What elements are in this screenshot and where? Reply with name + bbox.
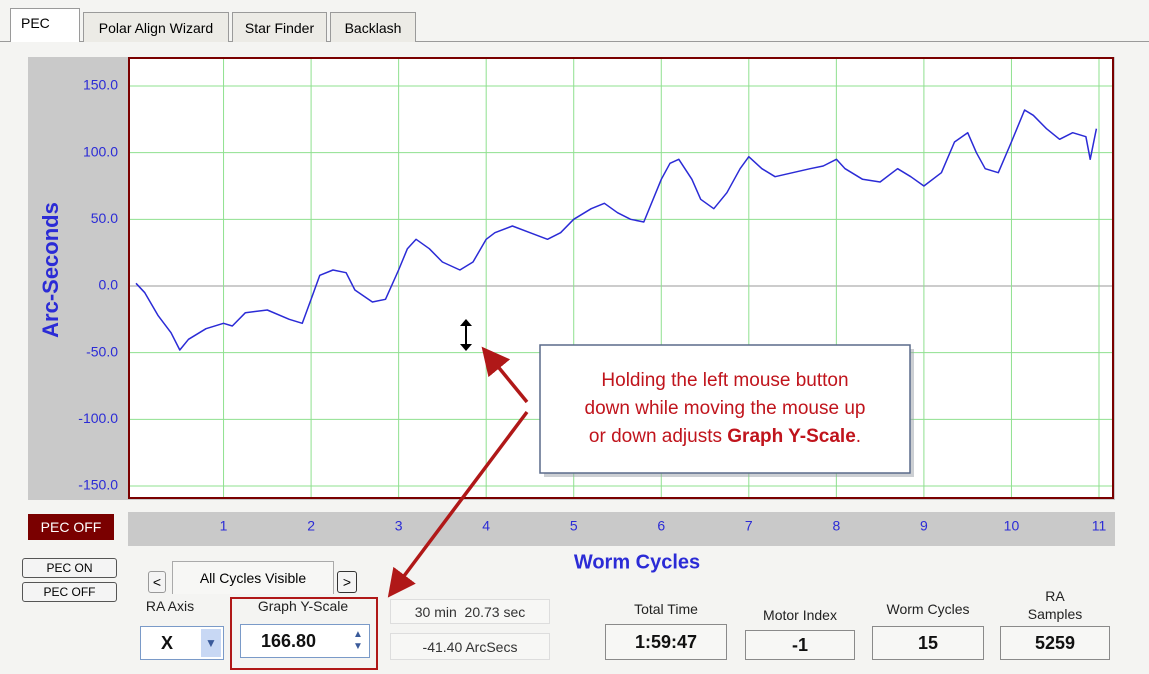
x-tick-label: 8 [832, 518, 840, 534]
worm-cycles: 15 [872, 626, 984, 660]
tab[interactable]: Star Finder [232, 12, 327, 42]
ra-axis-label: RA Axis [145, 598, 195, 614]
callout [539, 344, 911, 474]
ra-axis-value: X [161, 633, 174, 653]
x-tick-label: 4 [482, 518, 490, 534]
total-time-label: Total Time [634, 601, 698, 617]
y-tick-label: -150.0 [78, 477, 118, 493]
x-tick-label: 1 [220, 518, 228, 534]
y-scale-spinbox[interactable]: 166.80 ▲ ▼ [240, 624, 370, 658]
cycles-view: All Cycles Visible [172, 561, 334, 594]
callout-text: or down adjusts [589, 426, 722, 447]
callout-bold: Graph Y-Scale [727, 426, 856, 447]
x-tick-label: 5 [570, 518, 578, 534]
x-tick-label: 6 [657, 518, 665, 534]
y-scale-label: Graph Y-Scale [257, 598, 349, 614]
ra-samples-label: RA [1045, 588, 1065, 604]
tab[interactable]: Backlash [330, 12, 416, 42]
x-tick-label: 2 [307, 518, 315, 534]
dropdown-arrow[interactable]: ▼ [201, 629, 221, 657]
callout-text: . [856, 426, 861, 447]
pec-on-button[interactable]: PEC ON [22, 558, 117, 578]
data-line [135, 109, 1098, 351]
prev-button[interactable]: < [148, 571, 166, 593]
pec-status: PEC OFF [28, 514, 114, 540]
y-scale-value: 166.80 [261, 631, 317, 651]
callout-text: down while moving the mouse up [585, 398, 866, 419]
x-tick-label: 3 [395, 518, 403, 534]
total-time: 1:59:47 [605, 624, 727, 660]
plot-border [128, 57, 1114, 499]
callout-text: Holding the left mouse button [601, 370, 848, 391]
callout-text: or down adjusts Graph Y-Scale. [589, 426, 861, 447]
ra-samples-label: Samples [1027, 606, 1083, 622]
ra-axis-combo[interactable]: X ▼ [140, 626, 224, 660]
cursor-icon [460, 319, 472, 351]
spin-arrows[interactable]: ▲ ▼ [353, 629, 363, 652]
pec-off-button[interactable]: PEC OFF [22, 582, 117, 602]
y-tick-label: -50.0 [86, 343, 118, 359]
highlight-box [230, 597, 378, 670]
y-tick-label: -100.0 [78, 410, 118, 426]
motor-index-label: Motor Index [763, 607, 837, 623]
y-tick-label: 50.0 [91, 210, 118, 226]
x-tick-label: 9 [920, 518, 928, 534]
y-tick-label: 0.0 [99, 277, 119, 293]
x-tick-label: 7 [745, 518, 753, 534]
tab-divider [0, 41, 1149, 42]
x-axis-panel [128, 512, 1115, 546]
x-axis-label: Worm Cycles [574, 551, 700, 573]
arrow [481, 346, 529, 404]
tab[interactable]: Polar Align Wizard [83, 12, 229, 42]
tab[interactable]: PEC [10, 8, 80, 42]
motor-index: -1 [745, 630, 855, 660]
y-tick-label: 100.0 [83, 143, 118, 159]
x-tick-label: 10 [1004, 518, 1020, 534]
error: -41.40 ArcSecs [390, 633, 550, 660]
y-tick-label: 150.0 [83, 77, 118, 93]
next-button[interactable]: > [337, 571, 357, 593]
x-tick-label: 11 [1092, 518, 1107, 534]
worm-cycles-label: Worm Cycles [886, 601, 970, 617]
ra-samples: 5259 [1000, 626, 1110, 660]
y-axis-label: Arc-Seconds [38, 202, 63, 338]
arrow [387, 410, 529, 598]
period: 30 min 20.73 sec [390, 599, 550, 624]
